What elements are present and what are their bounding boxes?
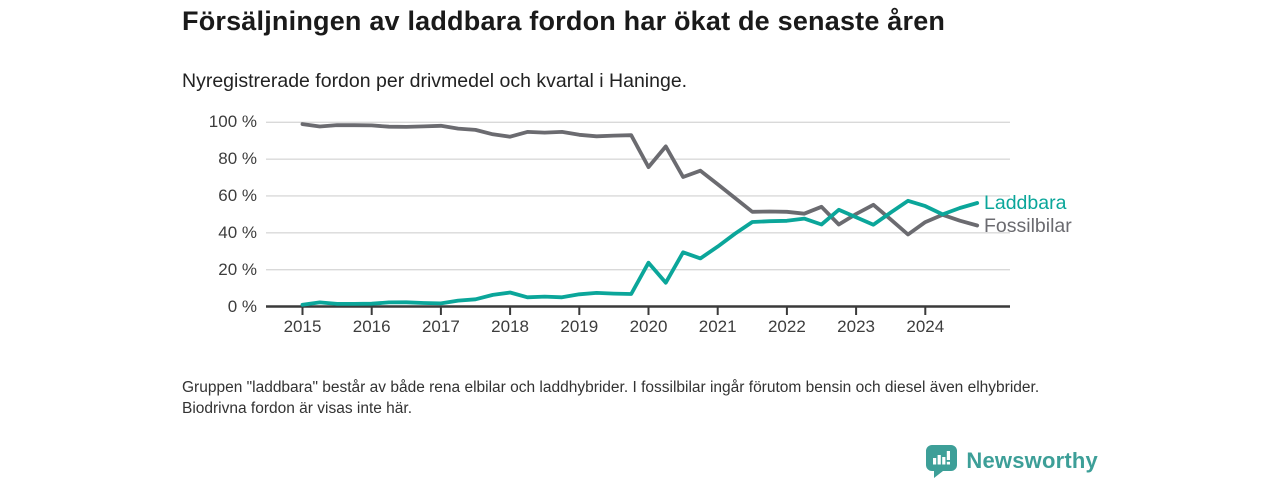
x-tick-label-2017: 2017	[421, 317, 460, 336]
y-tick-label-0%: 0 %	[227, 296, 257, 316]
chart-footnote: Gruppen "laddbara" består av både rena e…	[182, 379, 1040, 417]
bar-chart-badge-icon	[926, 445, 958, 478]
x-tick-label-2018: 2018	[491, 317, 529, 336]
page-title: Försäljningen av laddbara fordon har öka…	[182, 6, 946, 36]
x-tick-label-2016: 2016	[352, 317, 391, 336]
x-tick-label-2022: 2022	[767, 317, 806, 336]
y-tick-label-40%: 40 %	[218, 222, 257, 242]
x-tick-label-2023: 2023	[837, 317, 875, 336]
legend-label-laddbara: Laddbara	[984, 192, 1067, 214]
x-tick-label-2020: 2020	[629, 317, 668, 336]
x-tick-label-2019: 2019	[560, 317, 599, 336]
y-tick-label-100%: 100 %	[208, 112, 257, 132]
x-tick-label-2015: 2015	[283, 317, 322, 336]
x-tick-label-2024: 2024	[906, 317, 945, 336]
chart-subtitle: Nyregistrerade fordon per drivmedel och …	[182, 70, 688, 92]
y-tick-label-60%: 60 %	[218, 185, 257, 205]
legend-label-fossilbilar: Fossilbilar	[984, 215, 1072, 237]
newsworthy-logo: Newsworthy	[925, 444, 1098, 478]
fossilbilar-line	[300, 122, 980, 237]
y-tick-label-20%: 20 %	[218, 259, 257, 279]
x-tick-label-2021: 2021	[698, 317, 737, 336]
y-tick-label-80%: 80 %	[218, 149, 257, 169]
brand-name: Newsworthy	[966, 448, 1098, 473]
laddbara-line	[300, 198, 980, 307]
